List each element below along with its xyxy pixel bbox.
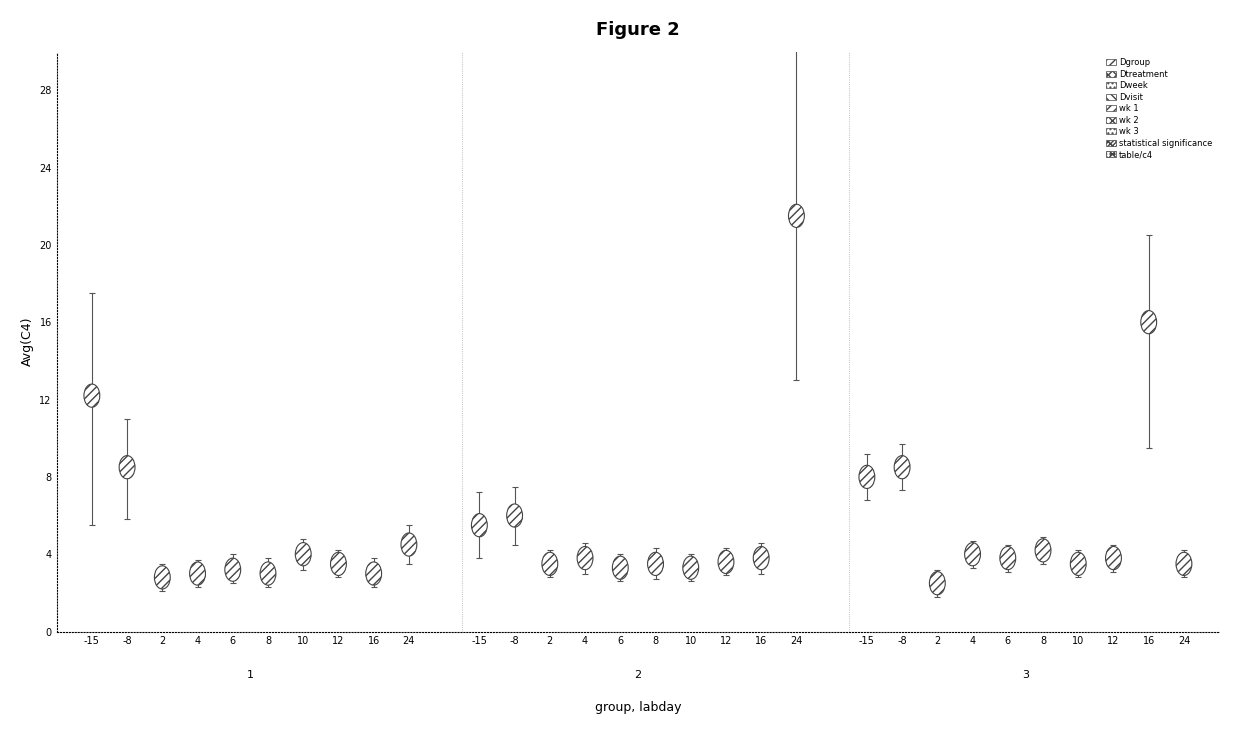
Legend: Dgroup, Dtreatment, Dweek, Dvisit, wk 1, wk 2, wk 3, statistical significance, t: Dgroup, Dtreatment, Dweek, Dvisit, wk 1,… — [1104, 56, 1215, 162]
Ellipse shape — [859, 465, 874, 488]
Ellipse shape — [260, 562, 277, 585]
Ellipse shape — [753, 546, 769, 570]
Ellipse shape — [718, 551, 734, 574]
Ellipse shape — [894, 455, 910, 478]
Ellipse shape — [542, 552, 558, 576]
Ellipse shape — [577, 546, 593, 570]
Ellipse shape — [331, 552, 346, 576]
Ellipse shape — [507, 504, 522, 527]
Text: 3: 3 — [1022, 670, 1029, 681]
Ellipse shape — [647, 552, 663, 576]
Text: 1: 1 — [247, 670, 254, 681]
Title: Figure 2: Figure 2 — [596, 21, 680, 39]
Text: group, labday: group, labday — [595, 701, 681, 714]
Ellipse shape — [84, 384, 99, 407]
Ellipse shape — [366, 562, 382, 585]
Ellipse shape — [930, 571, 945, 595]
Ellipse shape — [1070, 552, 1086, 576]
Ellipse shape — [999, 546, 1016, 570]
Ellipse shape — [190, 562, 206, 585]
Ellipse shape — [789, 204, 805, 227]
Ellipse shape — [224, 558, 241, 581]
Y-axis label: Avg(C4): Avg(C4) — [21, 317, 33, 366]
Ellipse shape — [965, 542, 981, 566]
Ellipse shape — [471, 513, 487, 536]
Ellipse shape — [401, 533, 417, 557]
Ellipse shape — [119, 455, 135, 478]
Ellipse shape — [613, 557, 629, 580]
Ellipse shape — [295, 542, 311, 566]
Ellipse shape — [1141, 311, 1157, 334]
Ellipse shape — [155, 566, 170, 589]
Ellipse shape — [1035, 539, 1052, 562]
Ellipse shape — [1106, 546, 1121, 570]
Text: 2: 2 — [635, 670, 641, 681]
Ellipse shape — [1176, 552, 1192, 576]
Ellipse shape — [683, 557, 698, 580]
